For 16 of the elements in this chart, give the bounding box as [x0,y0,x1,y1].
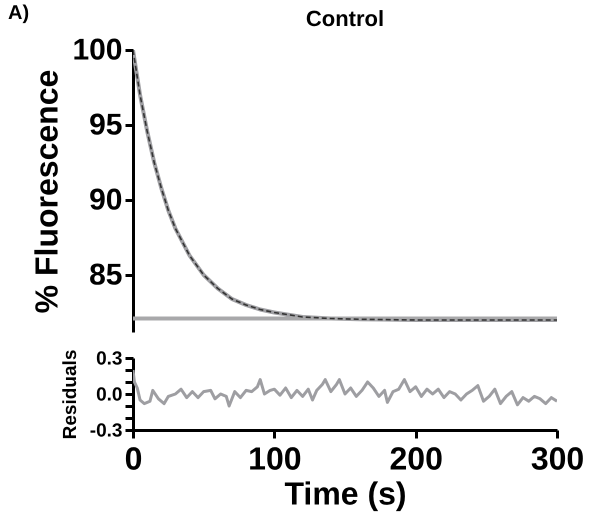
x-tick-label: 0 [124,440,142,476]
y-tick-label: 95 [89,108,122,142]
text: A) [8,2,30,25]
x-tick-label: 100 [248,440,302,476]
y-axis-title: Residuals [60,350,81,440]
y-tick-label: 100 [72,34,122,66]
x-axis-title: Time (s) [284,476,407,512]
chart-title: Control [306,6,384,31]
x-tick-label: 300 [530,440,584,476]
x-tick-label: 200 [389,440,443,476]
y-tick-label: 0.3 [96,348,122,370]
y-axis-title: % Fluorescence [28,70,64,314]
y-tick-label: 90 [89,184,122,216]
y-tick-label: 0.0 [96,384,122,406]
y-tick-label: -0.3 [90,420,122,442]
y-tick-label: 85 [89,258,122,292]
